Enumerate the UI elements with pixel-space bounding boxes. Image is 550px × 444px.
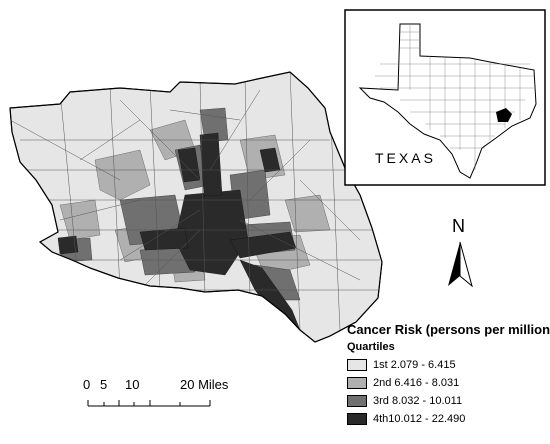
- tract-fill-layer: [10, 72, 380, 331]
- scale-tick-label: 0: [83, 377, 91, 392]
- legend-item-2nd: 2nd 6.416 - 8.031: [347, 374, 459, 392]
- legend-label: 3rd 8.032 - 10.011: [373, 395, 463, 407]
- inset-texas-label: TEXAS: [375, 150, 436, 166]
- legend-label: 4th10.012 - 22.490: [373, 413, 466, 425]
- texas-county-lines: [375, 24, 534, 170]
- legend-subtitle: Quartiles: [347, 341, 395, 353]
- legend-item-4th: 4th10.012 - 22.490: [347, 410, 465, 428]
- county-outline: [9, 71, 383, 343]
- harris-county-highlight: [496, 108, 512, 122]
- texas-inset-map: [344, 9, 546, 186]
- legend-item-3rd: 3rd 8.032 - 10.011: [347, 392, 462, 410]
- legend-item-1st: 1st 2.079 - 6.415: [347, 356, 456, 374]
- legend-swatch: [347, 395, 367, 407]
- legend-swatch: [347, 359, 367, 371]
- scale-tick-label: 10: [125, 377, 140, 392]
- legend-swatch: [347, 377, 367, 389]
- legend-label: 1st 2.079 - 6.415: [373, 359, 456, 371]
- legend-label: 2nd 6.416 - 8.031: [373, 377, 460, 389]
- north-label: N: [452, 216, 465, 236]
- north-arrow-icon: [448, 241, 473, 288]
- scale-tick-label: 5: [100, 377, 108, 392]
- scale-bar: [87, 400, 211, 407]
- legend-title: Cancer Risk (persons per million): [347, 322, 550, 337]
- scale-tick-label: 20 Miles: [180, 377, 229, 392]
- legend-swatch: [347, 413, 367, 425]
